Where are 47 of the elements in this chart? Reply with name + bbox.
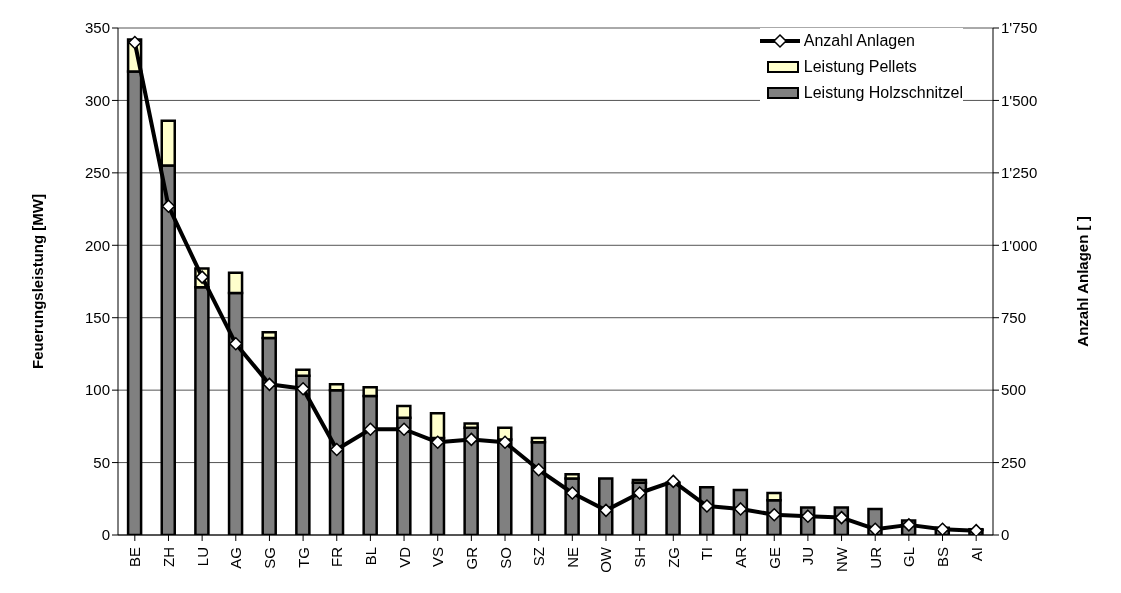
legend-label: Anzahl Anlagen	[803, 31, 915, 51]
x-tick-label: LU	[193, 547, 211, 567]
x-tick-label: SO	[496, 547, 514, 569]
x-tick-label: VS	[429, 547, 447, 568]
x-tick-label: SZ	[530, 547, 548, 567]
x-tick-label: UR	[866, 546, 884, 569]
x-tick-label: TG	[294, 547, 312, 568]
x-tick-label: NE	[563, 547, 581, 568]
y2-tick-label: 750	[1001, 309, 1027, 327]
y2-tick-label: 1'500	[1001, 91, 1038, 109]
y-tick-label: 250	[84, 164, 110, 182]
x-tick-label: GL	[900, 547, 918, 568]
y2-tick-label: 1'000	[1001, 236, 1038, 254]
x-tick-label: OW	[597, 546, 615, 573]
y2-tick-label: 250	[1001, 453, 1027, 471]
legend-label: Leistung Pellets	[803, 57, 917, 77]
legend-label: Leistung Holzschnitzel	[803, 83, 963, 103]
y2-tick-label: 1'750	[1001, 19, 1038, 37]
y-tick-label: 0	[101, 526, 110, 544]
x-tick-label: GR	[462, 546, 480, 570]
x-tick-label: ZH	[159, 547, 177, 567]
y-tick-label: 50	[93, 453, 110, 471]
y2-tick-label: 1'250	[1001, 164, 1038, 182]
x-tick-label: JU	[799, 547, 817, 566]
x-tick-label: FR	[328, 546, 346, 567]
x-tick-label: AG	[227, 547, 245, 569]
x-tick-label: BL	[361, 547, 379, 566]
x-tick-label: GE	[765, 547, 783, 569]
x-tick-label: NW	[833, 546, 851, 572]
y-axis-title: Feuerungsleistung [MW]	[29, 194, 47, 369]
x-tick-label: BS	[934, 547, 952, 568]
y2-tick-label: 500	[1001, 381, 1027, 399]
y-tick-label: 200	[84, 236, 110, 254]
x-tick-label: SH	[631, 547, 649, 568]
x-tick-label: BE	[126, 547, 144, 568]
y-tick-label: 150	[84, 309, 110, 327]
x-tick-label: VD	[395, 546, 413, 568]
x-tick-label: SG	[260, 547, 278, 569]
y2-tick-label: 0	[1001, 526, 1010, 544]
y-tick-label: 100	[84, 381, 110, 399]
y-tick-label: 300	[84, 91, 110, 109]
x-tick-label: AR	[732, 546, 750, 568]
x-tick-label: ZG	[664, 547, 682, 568]
x-tick-label: TI	[698, 547, 716, 561]
y-tick-label: 350	[84, 19, 110, 37]
x-tick-label: AI	[967, 547, 985, 562]
y2-axis-title: Anzahl Anlagen [ ]	[1074, 216, 1092, 347]
